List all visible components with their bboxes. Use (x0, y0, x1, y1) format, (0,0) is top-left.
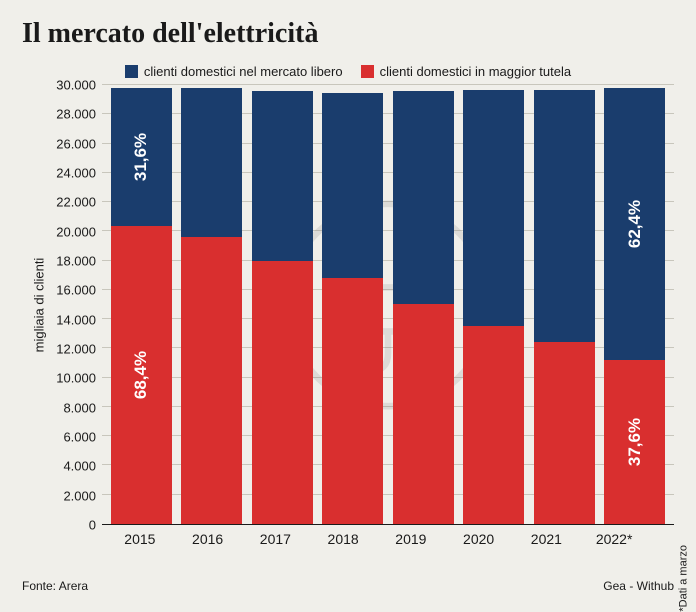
y-tick-label: 10.000 (56, 371, 96, 386)
legend: clienti domestici nel mercato libero cli… (22, 64, 674, 79)
y-tick-label: 30.000 (56, 78, 96, 93)
y-tick-label: 2.000 (63, 488, 96, 503)
y-tick-label: 18.000 (56, 254, 96, 269)
bar-segment-tutela (534, 342, 595, 524)
bar-group (177, 85, 248, 524)
y-tick-label: 28.000 (56, 107, 96, 122)
y-tick-label: 22.000 (56, 195, 96, 210)
bar-segment-tutela (252, 261, 313, 524)
x-tick-label: 2019 (377, 531, 445, 547)
stacked-bar (534, 90, 595, 524)
bar-segment-libero (463, 90, 524, 326)
x-tick-label: 2016 (174, 531, 242, 547)
bar-percent-label-libero: 31,6% (131, 133, 151, 181)
bar-group (388, 85, 459, 524)
stacked-bar (463, 90, 524, 524)
x-tick-label: 2021 (513, 531, 581, 547)
x-tick-label: 2017 (242, 531, 310, 547)
x-tick-label: 2015 (106, 531, 174, 547)
footnote: *Dati a marzo (678, 545, 690, 612)
bar-group (247, 85, 318, 524)
legend-swatch-tutela (361, 65, 374, 78)
bar-segment-libero: 62,4% (604, 88, 665, 359)
bar-segment-libero (393, 91, 454, 304)
y-tick-label: 26.000 (56, 136, 96, 151)
y-tick-label: 12.000 (56, 342, 96, 357)
bar-percent-label-tutela: 37,6% (625, 418, 645, 466)
y-axis-ticks: 30.00028.00026.00024.00022.00020.00018.0… (50, 85, 102, 525)
bar-percent-label-libero: 62,4% (625, 200, 645, 248)
stacked-bar: 62,4% 37,6% (604, 88, 665, 524)
y-tick-label: 6.000 (63, 430, 96, 445)
bar-segment-tutela (181, 237, 242, 524)
y-tick-label: 8.000 (63, 400, 96, 415)
y-tick-label: 0 (89, 518, 96, 533)
legend-item-libero: clienti domestici nel mercato libero (125, 64, 343, 79)
stacked-bar (252, 91, 313, 524)
bar-segment-tutela: 37,6% (604, 360, 665, 524)
stacked-bar (322, 93, 383, 524)
bar-segment-libero (322, 93, 383, 278)
x-tick-label: 2020 (445, 531, 513, 547)
plot-area: 31,6% 68,4% 62,4% 37,6% (102, 85, 674, 525)
legend-swatch-libero (125, 65, 138, 78)
bar-segment-libero: 31,6% (111, 88, 172, 226)
legend-item-tutela: clienti domestici in maggior tutela (361, 64, 571, 79)
y-tick-label: 16.000 (56, 283, 96, 298)
y-axis-label: migliaia di clienti (32, 258, 47, 353)
bar-percent-label-tutela: 68,4% (131, 351, 151, 399)
y-tick-label: 14.000 (56, 312, 96, 327)
chart-area: migliaia di clienti 30.00028.00026.00024… (50, 85, 674, 525)
y-tick-label: 4.000 (63, 459, 96, 474)
bar-segment-tutela (322, 278, 383, 524)
x-tick-label: 2018 (309, 531, 377, 547)
stacked-bar (393, 91, 454, 524)
bar-segment-libero (181, 88, 242, 236)
legend-label-libero: clienti domestici nel mercato libero (144, 64, 343, 79)
legend-label-tutela: clienti domestici in maggior tutela (380, 64, 571, 79)
source-right: Gea - Withub (603, 579, 674, 593)
chart-title: Il mercato dell'elettricità (22, 18, 674, 50)
bar-group (529, 85, 600, 524)
stacked-bar: 31,6% 68,4% (111, 88, 172, 524)
bar-segment-tutela (463, 326, 524, 524)
y-tick-label: 20.000 (56, 224, 96, 239)
stacked-bar (181, 88, 242, 524)
bars-container: 31,6% 68,4% 62,4% 37,6% (102, 85, 674, 524)
x-tick-label: 2022* (580, 531, 648, 547)
y-tick-label: 24.000 (56, 166, 96, 181)
bar-segment-libero (534, 90, 595, 342)
bar-segment-libero (252, 91, 313, 261)
bar-group (318, 85, 389, 524)
bar-segment-tutela: 68,4% (111, 226, 172, 524)
bar-group (459, 85, 530, 524)
bar-segment-tutela (393, 304, 454, 524)
bar-group: 31,6% 68,4% (106, 85, 177, 524)
source-left: Fonte: Arera (22, 579, 88, 593)
bar-group: 62,4% 37,6% (600, 85, 671, 524)
x-axis-labels: 20152016201720182019202020212022* (102, 531, 652, 547)
